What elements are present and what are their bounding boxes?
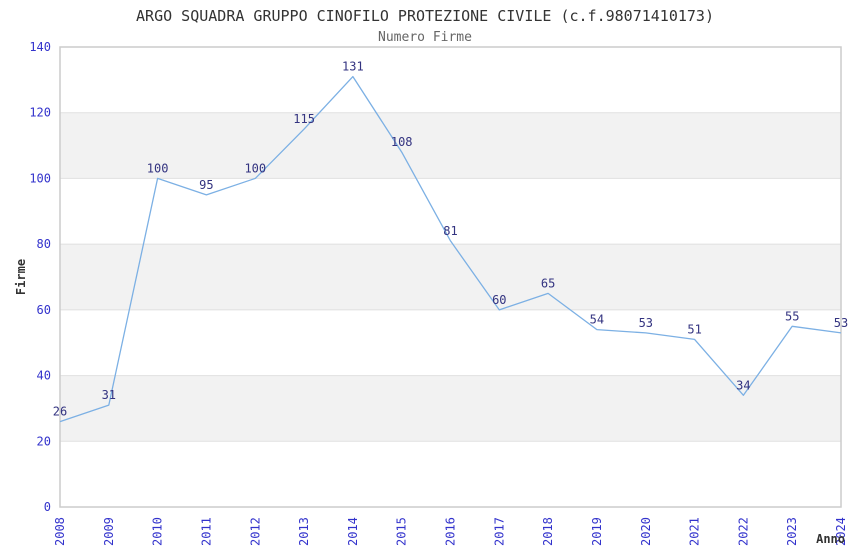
data-label: 31: [102, 388, 116, 402]
data-label: 108: [391, 135, 413, 149]
y-tick-label: 0: [44, 500, 51, 514]
y-tick-label: 100: [29, 171, 51, 185]
x-tick-label: 2016: [444, 517, 458, 546]
data-label: 26: [53, 405, 67, 419]
x-tick-label: 2021: [688, 517, 702, 546]
x-tick-label: 2023: [785, 517, 799, 546]
data-label: 60: [492, 293, 506, 307]
data-labels: 26 31 100 95 100 115 131 108 81 60 65 54 53 51 34 55 53: [53, 60, 848, 419]
plot-bands: [60, 112, 841, 442]
data-label: 65: [541, 276, 555, 290]
data-series: [59, 75, 842, 423]
data-label: 53: [834, 316, 848, 330]
x-tick-label: 2012: [248, 517, 262, 546]
y-tick-label: 80: [37, 237, 51, 251]
x-tick-label: 2024: [834, 517, 848, 546]
chart-title: ARGO SQUADRA GRUPPO CINOFILO PROTEZIONE …: [136, 7, 714, 25]
x-axis-ticks: 2008 2009 2010 2011 2012 2013 2014 2015 2016 2017…: [53, 517, 848, 546]
data-label: 100: [147, 161, 169, 175]
x-axis-label: Anno: [816, 532, 845, 546]
x-tick-label: 2009: [102, 517, 116, 546]
y-tick-label: 60: [37, 303, 51, 317]
x-tick-label: 2017: [492, 517, 506, 546]
data-label: 54: [590, 313, 604, 327]
plot-border: [59, 46, 842, 508]
data-label: 100: [244, 161, 266, 175]
x-tick-label: 2010: [151, 517, 165, 546]
data-label: 34: [736, 378, 750, 392]
x-tick-label: 2013: [297, 517, 311, 546]
y-axis-ticks: 0 20 40 60 80 100 120 140: [29, 40, 51, 514]
y-tick-label: 120: [29, 106, 51, 120]
x-tick-label: 2008: [53, 517, 67, 546]
x-tick-label: 2014: [346, 517, 360, 546]
y-tick-label: 140: [29, 40, 51, 54]
data-label: 51: [687, 322, 701, 336]
y-tick-label: 40: [37, 369, 51, 383]
x-tick-label: 2018: [541, 517, 555, 546]
x-tick-label: 2020: [639, 517, 653, 546]
chart-subtitle: Numero Firme: [378, 30, 472, 45]
plot-band: [60, 244, 841, 310]
data-label: 95: [199, 178, 213, 192]
data-label: 115: [293, 112, 315, 126]
y-tick-label: 20: [37, 434, 51, 448]
data-label: 55: [785, 309, 799, 323]
plot-band: [60, 112, 841, 179]
x-tick-label: 2019: [590, 517, 604, 546]
data-label: 53: [639, 316, 653, 330]
plot-band: [60, 375, 841, 442]
x-tick-label: 2011: [199, 517, 213, 546]
x-tick-label: 2015: [395, 517, 409, 546]
gridlines: [60, 112, 841, 442]
data-line: [59, 75, 842, 423]
data-label: 131: [342, 60, 364, 74]
data-label: 81: [443, 224, 457, 238]
x-tick-label: 2022: [736, 517, 750, 546]
y-axis-label: Firme: [14, 259, 28, 295]
